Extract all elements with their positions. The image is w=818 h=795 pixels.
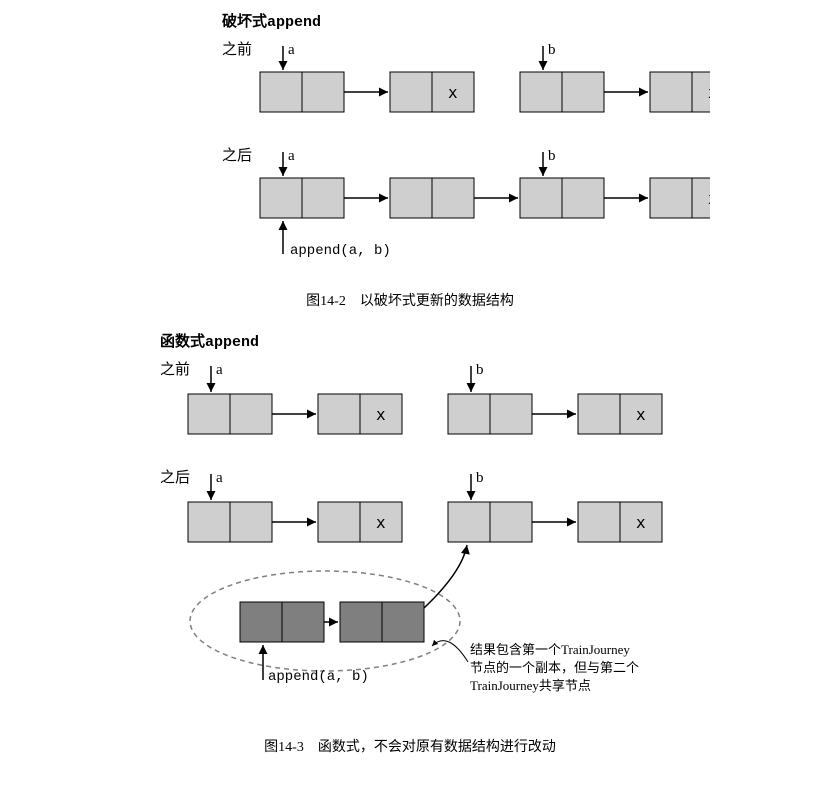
fig1-b-cell1-before — [520, 72, 604, 112]
fig2-copy-cell2 — [340, 602, 424, 642]
fig2-ptr-b-before: b — [476, 362, 484, 378]
fig2-ptr-a-after: a — [216, 470, 223, 486]
fig2-title-cn: 函数式 — [160, 334, 205, 350]
fig2-a-cell1-before — [188, 394, 272, 434]
fig2-after-label: 之后 — [160, 469, 190, 486]
fig1-ptr-a-after: a — [288, 148, 295, 164]
fig1-after-x: x — [708, 189, 710, 208]
page-root: 破坏式append 之前 a x b — [0, 0, 818, 795]
fig2-caption: 图14-3 函数式，不会对原有数据结构进行改动 — [70, 736, 750, 756]
fig1-title-cn: 破坏式 — [222, 14, 267, 30]
fig2-annotation-leader — [432, 641, 468, 662]
fig1-ptr-b-after: b — [548, 148, 556, 164]
fig1-after-label: 之后 — [222, 147, 252, 164]
fig2-annotation-l3: TrainJourney共享节点 — [470, 678, 591, 693]
fig1-title-mono: append — [267, 14, 321, 31]
fig1-append-call: append(a, b) — [290, 243, 391, 259]
fig1-caption: 图14-2 以破坏式更新的数据结构 — [110, 290, 710, 310]
fig2-a-cell2-before: x — [318, 394, 402, 434]
fig2-title-mono: append — [205, 334, 259, 351]
fig2-a-cell2-after: x — [318, 502, 402, 542]
fig2-b-cell1-after — [448, 502, 532, 542]
fig2-annotation-l1: 结果包含第一个TrainJourney — [470, 642, 630, 657]
fig2-copy-to-b-arrow — [424, 545, 467, 608]
fig2-append-call: append(a, b) — [268, 669, 369, 685]
fig1-ptr-b-before: b — [548, 42, 556, 58]
fig1-a-x-before: x — [448, 83, 458, 102]
fig1-b-x-before: x — [708, 83, 710, 102]
fig1-a-cell1-before — [260, 72, 344, 112]
fig1-title: 破坏式append — [222, 10, 321, 31]
fig2-before-label: 之前 — [160, 361, 190, 378]
fig1-ptr-a-before: a — [288, 42, 295, 58]
fig2-ptr-b-after: b — [476, 470, 484, 486]
fig2-b-x-after: x — [636, 513, 646, 532]
fig1-after-cell2 — [390, 178, 474, 218]
fig2-b-x-before: x — [636, 405, 646, 424]
fig1-after-cell4: x — [650, 178, 710, 218]
fig2-b-cell2-after: x — [578, 502, 662, 542]
fig2-svg: 之前 a x b x 之后 a — [70, 352, 750, 752]
fig2-a-x-before: x — [376, 405, 386, 424]
fig1-before-label: 之前 — [222, 41, 252, 58]
fig2-copy-cell1 — [240, 602, 324, 642]
fig2-a-x-after: x — [376, 513, 386, 532]
fig1-a-cell2-before: x — [390, 72, 474, 112]
fig2-a-cell1-after — [188, 502, 272, 542]
fig2-title: 函数式append — [160, 330, 259, 351]
fig1-after-cell1 — [260, 178, 344, 218]
fig2-b-cell1-before — [448, 394, 532, 434]
fig1-b-cell2-before: x — [650, 72, 710, 112]
fig2-ptr-a-before: a — [216, 362, 223, 378]
fig2-annotation-l2: 节点的一个副本，但与第二个 — [470, 660, 639, 675]
fig2-b-cell2-before: x — [578, 394, 662, 434]
fig1-after-cell3 — [520, 178, 604, 218]
fig1-svg: 之前 a x b x 之后 a — [110, 32, 710, 312]
